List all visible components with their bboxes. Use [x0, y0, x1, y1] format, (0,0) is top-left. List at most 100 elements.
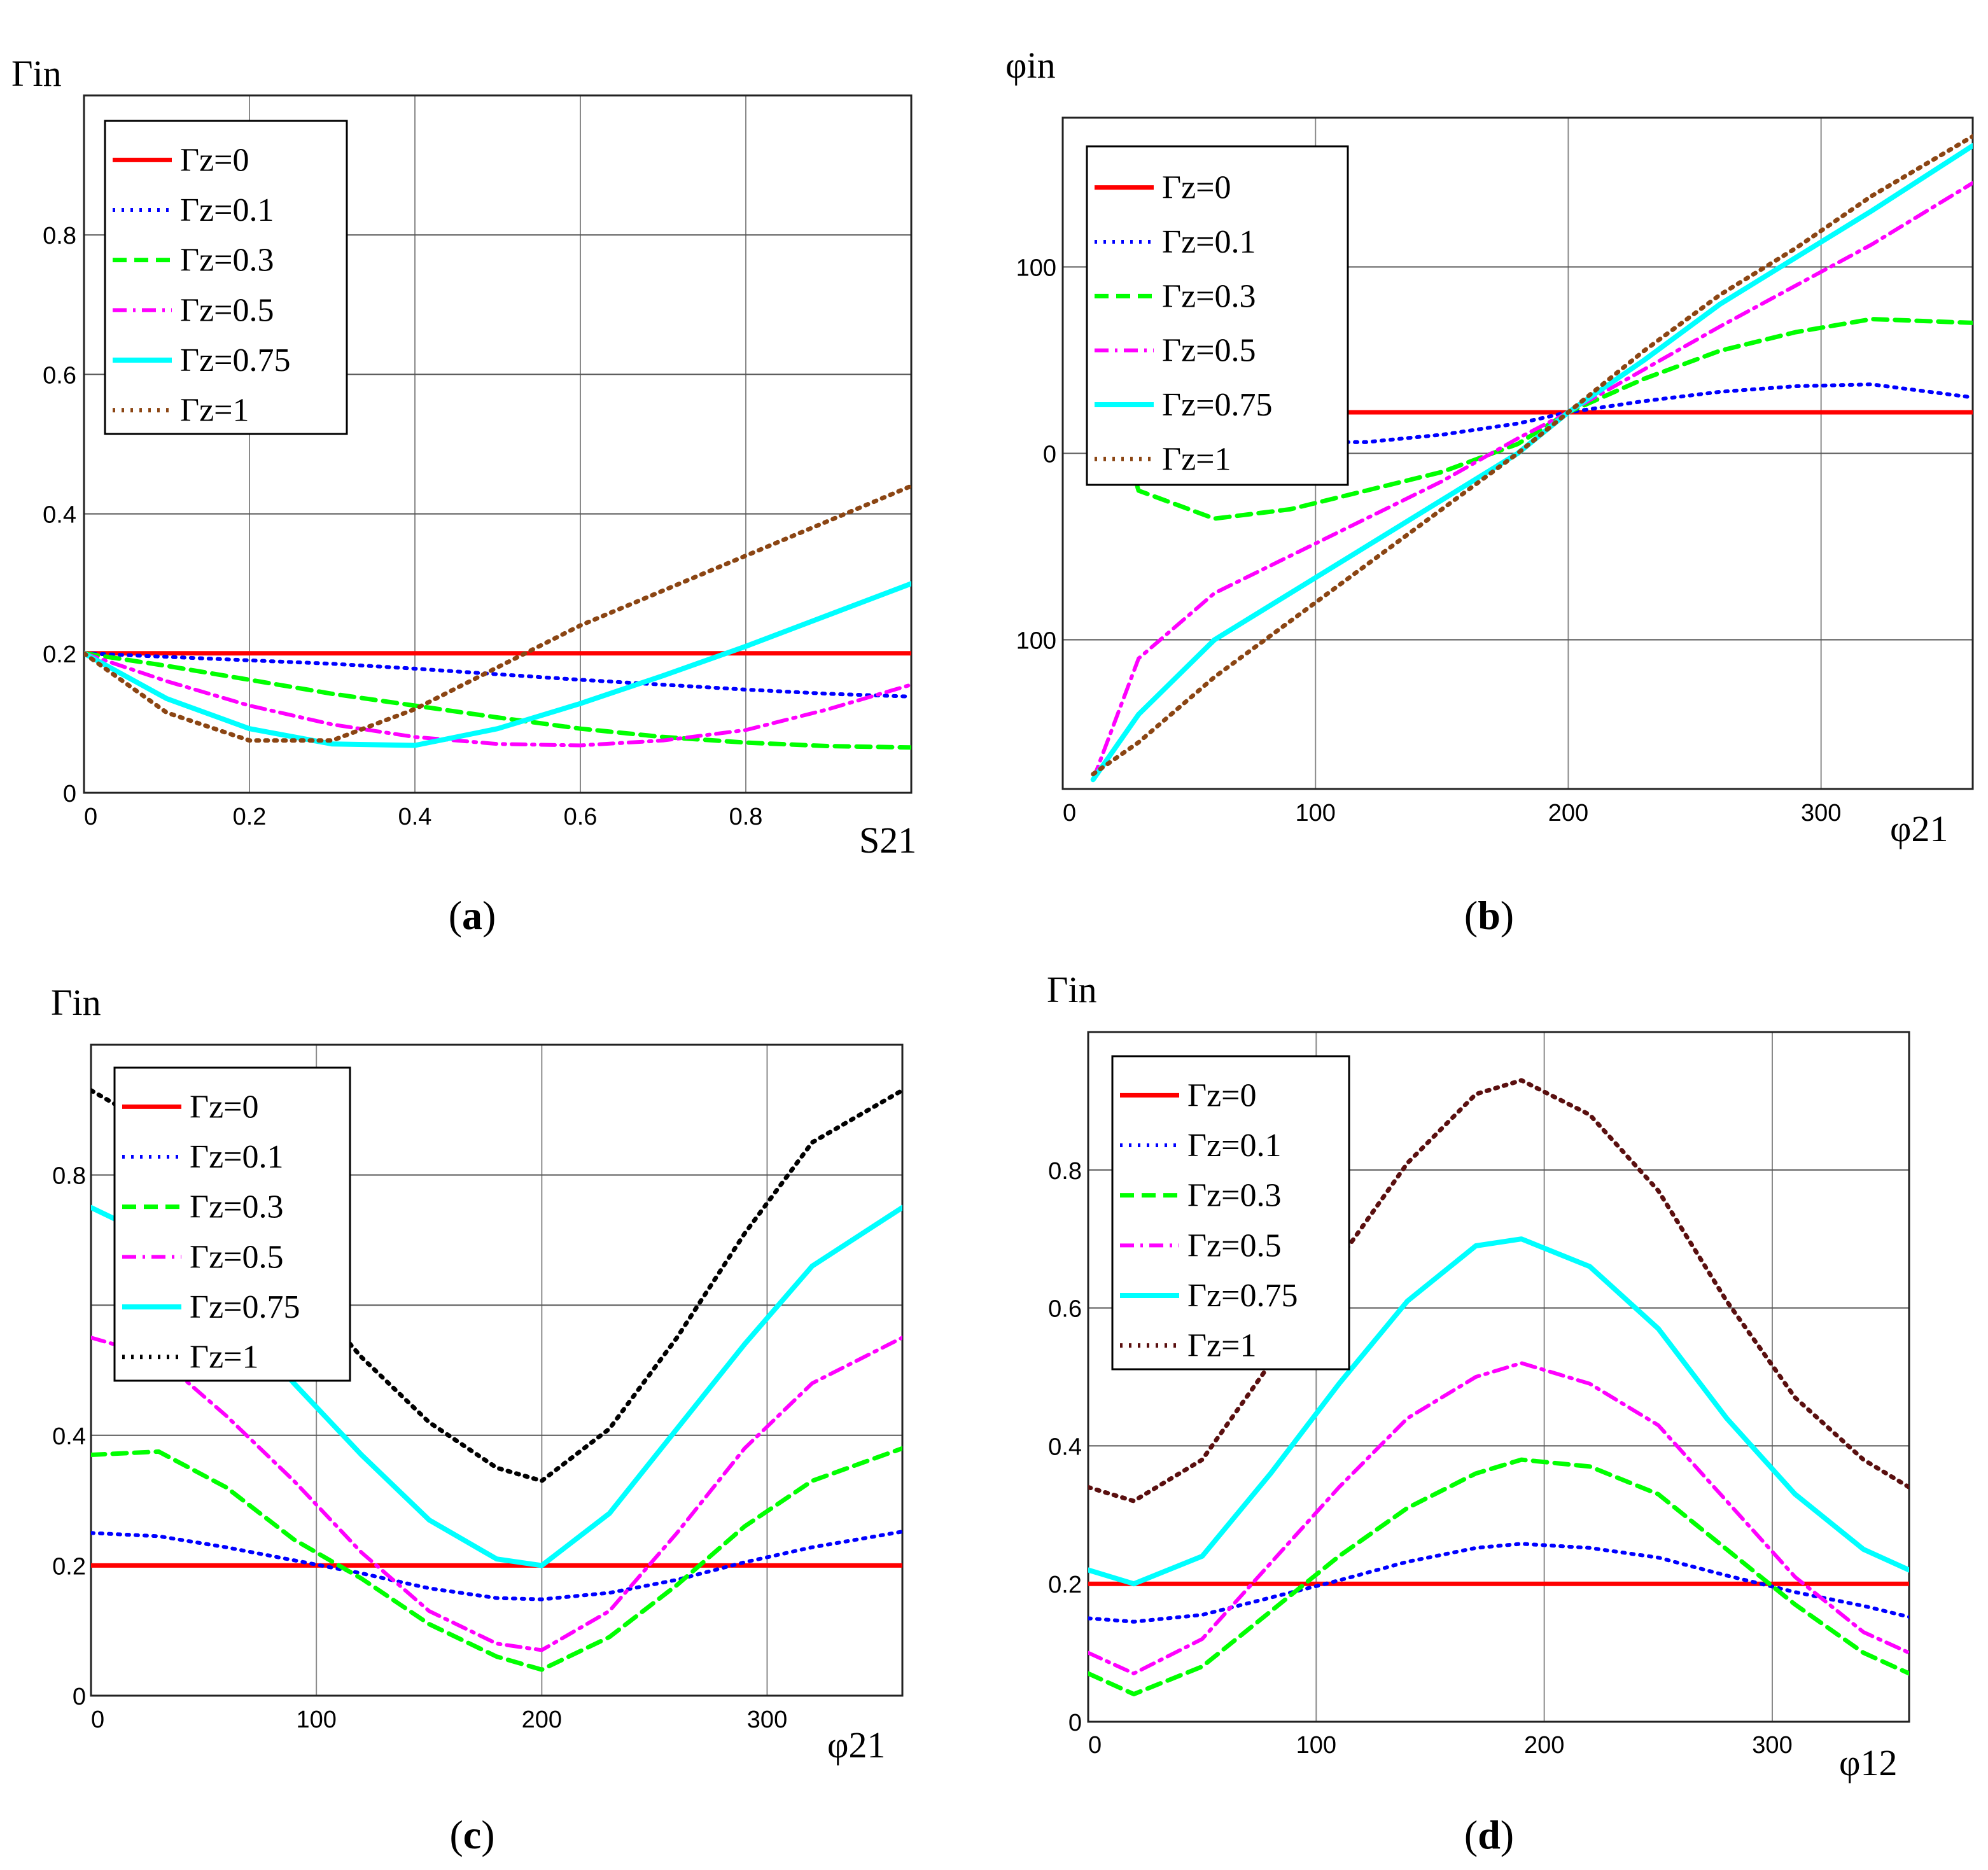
panel-d-legend-label-g03: Γz=0.3 [1187, 1178, 1281, 1214]
panel-a-legend-box [104, 120, 348, 435]
panel-d-series-g05 [1088, 1361, 1909, 1676]
panel-a-xtick-label: 0 [84, 804, 97, 830]
panel-d-ylabel: Γin [1047, 969, 1097, 1010]
panel-a-xlabel: S21 [859, 820, 916, 861]
panel-b-ylabel: φin [1005, 45, 1056, 86]
panel-d-ytick-label: 0.4 [1048, 1434, 1082, 1460]
panel-b-xtick-label: 0 [1063, 800, 1076, 827]
panel-a-ytick-label: 0.2 [43, 641, 76, 668]
panel-d-legend-label-g05: Γz=0.5 [1187, 1227, 1281, 1264]
panel-a-series-g01 [84, 651, 911, 699]
panel-c-ytick-label: 0.4 [52, 1423, 86, 1450]
panel-b-xtick-label: 100 [1296, 800, 1336, 827]
panel-a-legend: Γz=0 Γz=0.1 Γz=0.3 Γz=0.5 Γz=0.75 Γz=1 [104, 120, 348, 435]
panel-b-legend-label-g075: Γz=0.75 [1162, 387, 1272, 423]
panel-b-series-g1 [1091, 134, 1973, 777]
panel-c-xlabel: φ21 [827, 1724, 885, 1766]
panel-d-legend-label-g01: Γz=0.1 [1187, 1127, 1281, 1164]
panel-b-xtick-label: 300 [1801, 800, 1841, 827]
panel-a-series-g075 [84, 581, 911, 748]
panel-a-legend-label-g01: Γz=0.1 [180, 192, 274, 228]
panel-a-frame [83, 94, 913, 794]
panel-b-caption-letter: b [1478, 893, 1501, 938]
panel-d-xtick-label: 0 [1088, 1732, 1102, 1759]
panel-d-caption-letter: d [1478, 1812, 1501, 1857]
panel-b-legend-label-g01: Γz=0.1 [1162, 224, 1256, 260]
panel-d: 0 100 200 300 0 0.2 0.4 0.6 0.8 Γin φ12 Γz=0 Γz=0… [1047, 969, 1910, 1857]
panel-a-caption: (a) [449, 893, 496, 938]
panel-b-ytick-label: 100 [1016, 628, 1056, 655]
panel-a-series-g1 [84, 484, 911, 743]
panel-a-series-group [84, 484, 911, 750]
panel-a-xtick-label: 0.2 [233, 804, 267, 830]
panel-c-legend-label-g03: Γz=0.3 [190, 1189, 283, 1225]
panel-d-caption: (d) [1464, 1812, 1514, 1857]
panel-b-ytick-label: 100 [1016, 255, 1056, 281]
panel-d-xtick-label: 300 [1752, 1732, 1792, 1759]
panel-d-ytick-label: 0.8 [1048, 1158, 1082, 1185]
panel-a-ytick-label: 0 [63, 781, 76, 807]
panel-c-xtick-label: 0 [91, 1706, 104, 1733]
panel-c-caption-letter: c [463, 1812, 481, 1857]
panel-a-xtick-label: 0.8 [729, 804, 763, 830]
panel-b-xtick-label: 200 [1548, 800, 1588, 827]
panel-a-xtick-label: 0.4 [398, 804, 432, 830]
panel-b-legend: Γz=0 Γz=0.1 Γz=0.3 Γz=0.5 Γz=0.75 Γz=1 [1086, 145, 1349, 486]
panel-c-series-g05 [91, 1336, 902, 1652]
panel-d-ytick-label: 0.2 [1048, 1572, 1082, 1598]
panel-b-legend-label-g05: Γz=0.5 [1162, 333, 1256, 369]
panel-b-caption: (b) [1464, 893, 1514, 938]
panel-a-legend-label-g075: Γz=0.75 [180, 342, 290, 379]
panel-d-ytick-label: 0.6 [1048, 1296, 1082, 1323]
panel-c-xtick-label: 100 [296, 1706, 336, 1733]
panel-d-legend-box [1111, 1055, 1350, 1371]
panel-c-legend-label-g05: Γz=0.5 [190, 1239, 283, 1275]
panel-c-ytick-label: 0.8 [52, 1163, 86, 1190]
panel-a-ytick-label: 0.6 [43, 362, 76, 389]
panel-c-legend-label-g0: Γz=0 [190, 1089, 258, 1125]
panel-c-legend-label-g1: Γz=1 [190, 1339, 258, 1376]
panel-d-xtick-label: 100 [1296, 1732, 1336, 1759]
panel-d-series-g01 [1088, 1542, 1909, 1624]
panel-b-legend-label-g1: Γz=1 [1162, 441, 1231, 477]
panel-a-legend-label-g0: Γz=0 [180, 142, 249, 178]
panel-c-legend-label-g01: Γz=0.1 [190, 1139, 283, 1175]
panel-a: 0 0.2 0.4 0.6 0.8 0 0.2 0.4 0.6 0.8 Γin S21 Γz=0 Γ… [11, 53, 916, 938]
panel-d-series-g03 [1088, 1457, 1909, 1697]
panel-c-frame [90, 1043, 904, 1697]
panel-a-ytick-label: 0.4 [43, 502, 76, 529]
panel-c-ylabel: Γin [51, 982, 101, 1023]
panel-a-ylabel: Γin [11, 53, 62, 94]
panel-a-series-g05 [84, 651, 911, 748]
panel-d-legend-label-g075: Γz=0.75 [1187, 1278, 1298, 1314]
panel-b-legend-label-g03: Γz=0.3 [1162, 278, 1256, 314]
panel-d-xlabel: φ12 [1839, 1742, 1897, 1783]
panel-b-frame [1061, 116, 1974, 790]
panel-a-xtick-label: 0.6 [564, 804, 598, 830]
panel-b-xlabel: φ21 [1890, 808, 1948, 849]
panel-d-ytick-label: 0 [1068, 1710, 1082, 1736]
panel-c-legend-box [113, 1066, 351, 1382]
panel-c-series-g01 [91, 1530, 902, 1601]
panel-c-ytick-label: 0.2 [52, 1553, 86, 1580]
panel-d-legend-label-g1: Γz=1 [1187, 1328, 1256, 1364]
panel-d-legend-label-g0: Γz=0 [1187, 1077, 1256, 1113]
panel-c-legend-label-g075: Γz=0.75 [190, 1289, 300, 1325]
panel-d-series-group [1088, 1078, 1909, 1697]
panel-b-legend-box [1086, 145, 1349, 486]
panel-d-plot-area: 0 100 200 300 0 0.2 0.4 0.6 0.8 [1048, 1031, 1910, 1759]
panel-d-series-g1 [1088, 1078, 1909, 1504]
panel-c-series-g03 [91, 1446, 902, 1672]
panel-a-legend-label-g05: Γz=0.5 [180, 292, 274, 328]
panel-c-ytick-label: 0 [73, 1684, 86, 1710]
panel-a-legend-label-g03: Γz=0.3 [180, 242, 274, 279]
panel-b-ytick-label: 0 [1043, 442, 1056, 468]
panel-d-frame [1087, 1031, 1910, 1723]
panel-c-legend: Γz=0 Γz=0.1 Γz=0.3 Γz=0.5 Γz=0.75 Γz=1 [113, 1066, 351, 1382]
panel-d-xtick-label: 200 [1524, 1732, 1564, 1759]
panel-a-ytick-label: 0.8 [43, 223, 76, 249]
panel-c-xtick-label: 300 [747, 1706, 787, 1733]
